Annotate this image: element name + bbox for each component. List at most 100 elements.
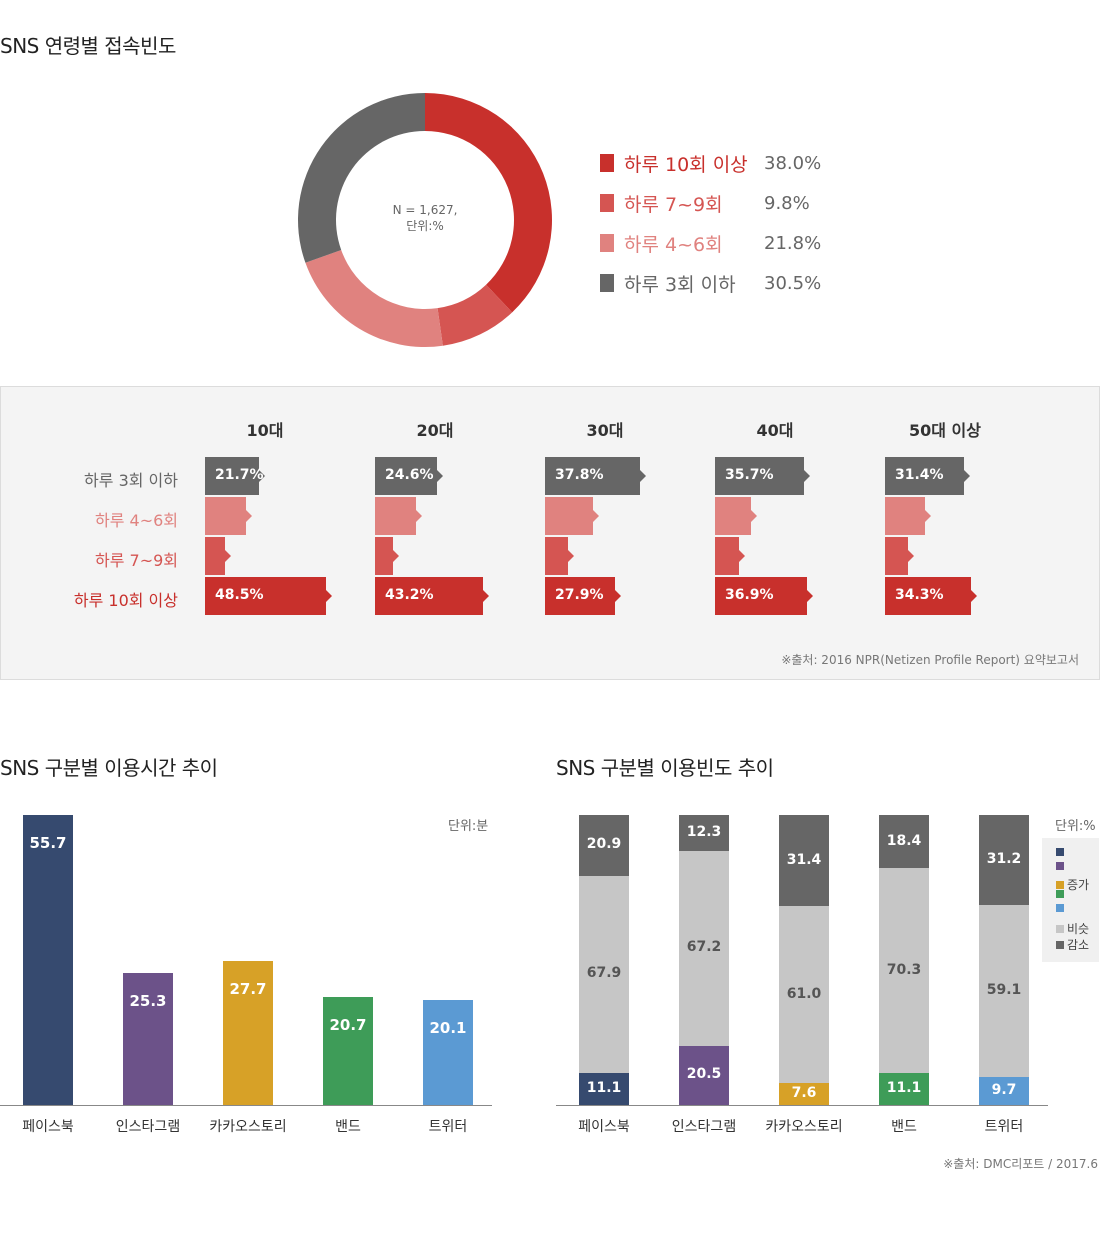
stacked-value: 11.1 [586,1079,622,1096]
age-bar [885,497,931,535]
age-bar-value: 35.7% [725,467,774,483]
legend-item: 감소 [1056,936,1089,953]
usage-frequency-category: 페이스북 [578,1119,630,1135]
usage-frequency-title: SNS 구분별 이용빈도 추이 [556,756,774,780]
usage-frequency-category: 카카오스토리 [765,1119,843,1135]
usage-time-category: 인스타그램 [115,1119,181,1135]
legend-swatch [600,194,614,212]
stacked-value: 20.5 [686,1066,722,1083]
stacked-value: 20.9 [586,836,622,853]
usage-time-bar [323,997,373,1105]
donut-slice-4 [298,93,425,263]
bar-arrow [739,550,745,562]
donut-legend-item: 하루 3회 이하 30.5% [600,271,821,296]
stacked-segment [779,906,829,1083]
usage-time-value: 20.7 [329,1016,367,1035]
bar-arrow [483,590,489,602]
stacked-segment [579,815,629,876]
legend-label: 증가 [1067,878,1090,892]
usage-time-category: 카카오스토리 [209,1119,287,1135]
age-bar: 24.6% [375,457,443,495]
legend-item: 증가 [1056,876,1089,893]
stacked-value: 31.2 [986,851,1022,868]
usage-time-unit: 단위:분 [448,819,489,834]
age-bar-value: 27.9% [555,587,604,603]
legend-swatch [600,234,614,252]
legend-swatch [1056,924,1064,933]
stacked-segment [779,1082,829,1105]
age-bar-value: 34.3% [895,587,944,603]
legend-item [1056,848,1067,856]
donut-slice-3 [305,249,443,347]
usage-time-value: 55.7 [29,834,67,852]
usage-time-bar [423,1000,473,1105]
stacked-value: 7.6 [791,1084,817,1101]
age-bar: 37.8% [545,457,646,495]
donut-legend-item: 하루 4~6회 21.8% [600,231,821,256]
stacked-value: 12.3 [686,823,722,840]
stacked-segment [679,1045,729,1105]
donut-center-note: N = 1,627, 단위:% [350,202,500,234]
age-row-label: 하루 3회 이하 [84,471,178,490]
donut-legend-item: 하루 10회 이상 38.0% [600,151,821,176]
age-row-label: 하루 7~9회 [94,551,178,570]
legend-label: 하루 3회 이하 [624,273,736,296]
bar-arrow [259,470,265,482]
stacked-segment [979,1076,1029,1105]
legend-item [1056,862,1067,870]
bar-arrow [416,510,422,522]
bar-arrow [593,510,599,522]
legend-item: 비슷 [1056,920,1089,937]
legend-label: 비슷 [1067,922,1090,936]
donut-sample-size: N = 1,627, [392,203,458,217]
bar-arrow [908,550,914,562]
stacked-segment [779,815,829,907]
age-bar [545,497,599,535]
stacked-value: 18.4 [886,832,922,849]
legend-swatch [600,274,614,292]
donut-section-title: SNS 연령별 접속빈도 [0,34,176,58]
age-bar [715,497,757,535]
stacked-segment [579,1072,629,1105]
legend-label: 하루 7~9회 [624,193,723,216]
usage-time-value: 27.7 [229,979,267,998]
bar-arrow [640,470,646,482]
usage-frequency-axis [556,1105,1048,1106]
age-bar: 27.9% [545,577,621,615]
legend-label: 하루 4~6회 [624,233,723,256]
donut-slice-1 [425,93,552,313]
bottom-source-note: ※출처: DMC리포트 / 2017.6 [943,1157,1098,1171]
age-bar: 35.7% [715,457,810,495]
age-bar [375,537,399,575]
bar-arrow [925,510,931,522]
stacked-value: 31.4 [786,851,822,868]
legend-label: 하루 10회 이상 [624,153,748,176]
legend-label: 감소 [1067,938,1090,952]
stacked-value: 70.3 [886,961,922,978]
usage-frequency-category: 트위터 [984,1119,1024,1135]
age-bar: 43.2% [375,577,489,615]
bar-arrow [246,510,252,522]
usage-time-axis [0,1105,492,1106]
legend-item [1056,890,1067,898]
bar-arrow [225,550,231,562]
legend-swatch [1056,904,1064,912]
usage-time-bar [123,973,173,1105]
legend-swatch [1056,940,1064,949]
stacked-value: 61.0 [786,985,822,1002]
age-bar [715,537,745,575]
bar-arrow [393,550,399,562]
age-bar-value: 37.8% [555,467,604,483]
age-column-header: 20대 [416,421,454,440]
bar-arrow [437,470,443,482]
age-bar [885,537,914,575]
stacked-segment [879,868,929,1073]
usage-time-value: 20.1 [429,1019,467,1038]
stacked-value: 11.1 [886,1079,922,1096]
donut-slice-2 [437,284,513,346]
age-row-label: 하루 4~6회 [94,511,178,530]
age-bar [205,497,252,535]
age-column-header: 30대 [586,421,624,440]
bar-arrow [615,590,621,602]
